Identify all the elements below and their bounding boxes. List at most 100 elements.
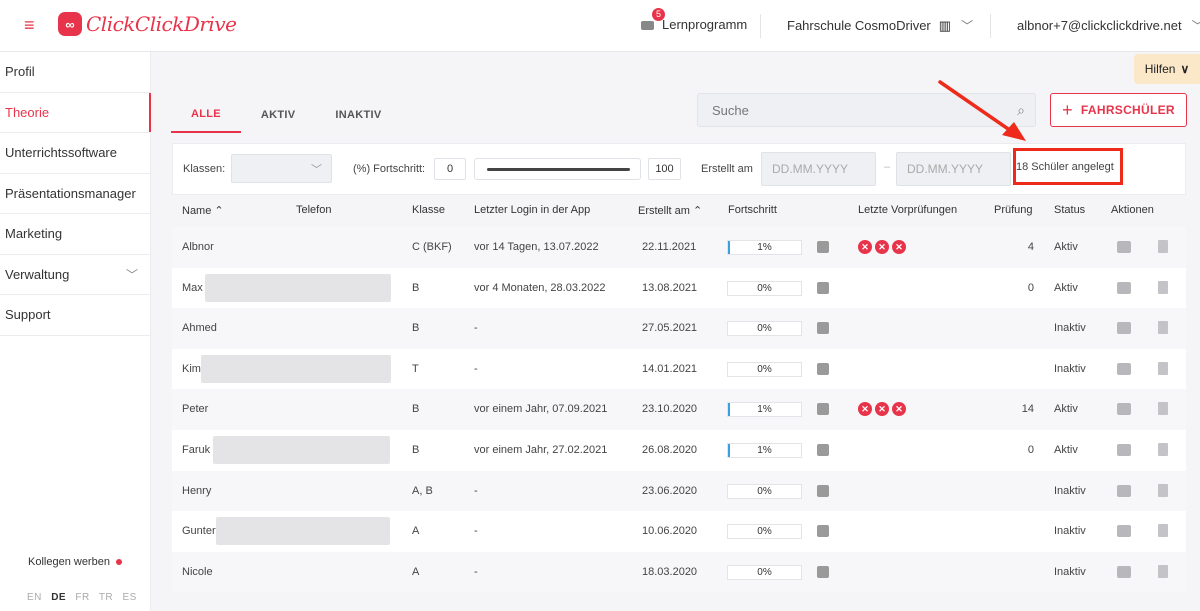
sidebar-item-support[interactable]: Support	[0, 295, 150, 336]
sidebar-item-label: Verwaltung	[5, 266, 70, 282]
trash-icon[interactable]	[1158, 483, 1168, 497]
hamburger-icon[interactable]: ≡	[24, 15, 35, 35]
sidebar-item-theorie[interactable]: Theorie	[0, 92, 151, 133]
tab-alle[interactable]: ALLE	[171, 96, 241, 133]
cell-status: Inaktiv	[1054, 565, 1086, 578]
table-row[interactable]: Albnor C (BKF) vor 14 Tagen, 13.07.2022 22.…	[172, 227, 1186, 268]
logo[interactable]: ∞ ClickClickDrive	[58, 12, 237, 36]
sidebar-item-profil[interactable]: Profil	[0, 52, 150, 93]
trash-icon[interactable]	[1158, 402, 1168, 416]
lang-en[interactable]: EN	[27, 592, 42, 603]
hilfen-button[interactable]: Hilfen ∨	[1134, 54, 1200, 84]
chevron-down-icon: ﹀	[311, 164, 322, 176]
statistics-icon[interactable]	[817, 565, 829, 578]
print-icon[interactable]	[1117, 281, 1131, 294]
status-tabs: ALLE AKTIV INAKTIV	[171, 96, 402, 133]
cell-name: Kim	[182, 362, 201, 375]
slider-range[interactable]	[487, 168, 630, 171]
print-icon[interactable]	[1117, 322, 1131, 335]
table-row[interactable]: Henry A, B - 23.06.2020 0% Inaktiv	[172, 470, 1186, 512]
print-icon[interactable]	[1117, 241, 1131, 253]
sidebar-item-praesentationsmanager[interactable]: Präsentationsmanager	[0, 174, 150, 214]
cell-name: Max	[182, 281, 203, 294]
trash-icon[interactable]	[1158, 280, 1168, 294]
col-name[interactable]: Name ⌃	[182, 205, 224, 217]
trash-icon[interactable]	[1158, 442, 1168, 456]
redacted-area	[216, 517, 390, 546]
statistics-icon[interactable]	[817, 241, 829, 253]
sidebar-item-unterrichtssoftware[interactable]: Unterrichtssoftware	[0, 133, 150, 174]
progress-bar: 0%	[727, 361, 802, 377]
kollegen-werben-link[interactable]: Kollegen werben	[28, 556, 122, 568]
statistics-icon[interactable]	[817, 484, 829, 497]
divider	[760, 14, 761, 38]
chevron-down-icon: ∨	[1180, 62, 1190, 76]
user-email: albnor+7@clickclickdrive.net	[1017, 18, 1182, 33]
table-row[interactable]: Kim T - 14.01.2021 0% Inaktiv	[172, 348, 1186, 390]
statistics-icon[interactable]	[817, 362, 829, 375]
tab-inaktiv[interactable]: INAKTIV	[335, 108, 382, 121]
trash-icon[interactable]	[1158, 524, 1168, 538]
progress-bar: 1%	[727, 442, 802, 458]
trash-icon[interactable]	[1158, 564, 1168, 578]
trash-icon[interactable]	[1158, 361, 1168, 375]
cell-name: Ahmed	[182, 322, 217, 335]
user-menu[interactable]: albnor+7@clickclickdrive.net ﹀	[1017, 17, 1200, 34]
statistics-icon[interactable]	[817, 403, 829, 416]
print-icon[interactable]	[1117, 565, 1131, 578]
lang-fr[interactable]: FR	[75, 592, 90, 603]
lang-es[interactable]: ES	[122, 592, 137, 603]
fortschritt-min-input[interactable]: 0	[434, 158, 466, 180]
print-icon[interactable]	[1117, 525, 1131, 538]
statistics-icon[interactable]	[817, 525, 829, 538]
cell-pruefung: 14	[1021, 403, 1034, 416]
lang-de[interactable]: DE	[51, 592, 67, 603]
failed-exam-icon: ✕	[858, 402, 872, 417]
statistics-icon[interactable]	[817, 443, 829, 456]
cell-login: -	[474, 525, 478, 538]
fortschritt-slider[interactable]	[474, 158, 641, 180]
failed-exam-icon: ✕	[875, 240, 889, 254]
sidebar-item-marketing[interactable]: Marketing	[0, 214, 150, 255]
col-pruefung: Prüfung	[994, 204, 1033, 216]
progress-value: 0%	[757, 363, 772, 375]
print-icon[interactable]	[1117, 484, 1131, 497]
tab-aktiv[interactable]: AKTIV	[260, 108, 296, 121]
add-fahrschueler-button[interactable]: + FAHRSCHÜLER	[1050, 93, 1187, 127]
col-erstellt[interactable]: Erstellt am ⌃	[638, 205, 703, 217]
table-row[interactable]: Ahmed B - 27.05.2021 0% Inaktiv	[172, 308, 1186, 349]
trash-icon[interactable]	[1158, 240, 1168, 253]
date-to-input[interactable]: DD.MM.YYYY	[896, 152, 1011, 186]
sidebar-item-verwaltung[interactable]: Verwaltung ﹀	[0, 255, 150, 295]
print-icon[interactable]	[1117, 362, 1131, 375]
statistics-icon[interactable]	[817, 281, 829, 294]
search-icon: ⌕	[1017, 102, 1025, 118]
statistics-icon[interactable]	[817, 322, 829, 335]
date-from-input[interactable]: DD.MM.YYYY	[761, 152, 876, 186]
col-telefon: Telefon	[296, 204, 332, 216]
print-icon[interactable]	[1117, 403, 1131, 416]
trash-icon[interactable]	[1158, 321, 1168, 335]
lernprogramm-link[interactable]: Lernprogramm	[641, 17, 747, 32]
cell-name: Nicole	[182, 565, 213, 578]
table-row[interactable]: Gunter A - 10.06.2020 0% Inaktiv	[172, 511, 1186, 552]
search-placeholder: Suche	[712, 102, 749, 118]
klassen-select[interactable]: ﹀	[231, 154, 332, 183]
cell-status: Aktiv	[1054, 281, 1078, 294]
cell-klasse: C (BKF)	[412, 241, 452, 253]
sidebar: Profil Theorie Unterrichtssoftware Präse…	[0, 52, 151, 611]
cell-klasse: B	[412, 281, 420, 294]
table-row[interactable]: Nicole A - 18.03.2020 0% Inaktiv	[172, 551, 1186, 593]
fortschritt-label: (%) Fortschritt:	[353, 163, 426, 175]
fortschritt-max-input[interactable]: 100	[648, 158, 681, 180]
cell-status: Inaktiv	[1054, 322, 1086, 335]
col-login: Letzter Login in der App	[474, 204, 591, 216]
print-icon[interactable]	[1117, 443, 1131, 456]
lang-tr[interactable]: TR	[98, 592, 114, 603]
school-selector[interactable]: Fahrschule CosmoDriver ▥ ﹀	[787, 17, 973, 34]
failed-exam-icon: ✕	[875, 402, 889, 417]
cell-name: Henry	[182, 484, 212, 497]
